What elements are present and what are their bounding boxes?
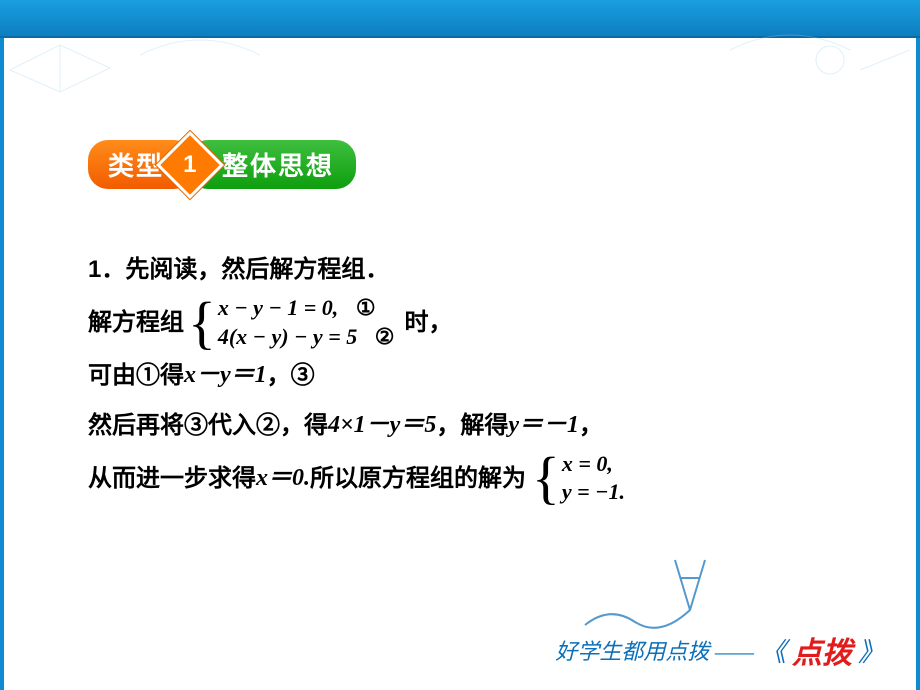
line5-a: 从而进一步求得 (88, 454, 256, 503)
intro-text: 1．先阅读，然后解方程组． (88, 245, 389, 294)
eq2: 4(x − y) − y = 5 ② (218, 323, 395, 352)
footer: 好学生都用点拨 —— 《 点拨 》 (555, 628, 884, 672)
line3-a: 可由①得 (88, 351, 184, 400)
footer-brand: 点拨 (792, 628, 852, 672)
category-header: 类型 1 整体思想 (88, 140, 356, 189)
equation-system: { x − y − 1 = 0, ① 4(x − y) − y = 5 ② (188, 294, 394, 351)
eq1: x − y − 1 = 0, ① (218, 294, 395, 323)
line4-eq: 4×1－y＝5 (328, 401, 436, 450)
eq1-tag: ① (356, 294, 376, 323)
line3-b: ，③ (267, 351, 315, 400)
line5-b: 所以原方程组的解为 (310, 454, 526, 503)
right-border (916, 38, 920, 690)
sol-r2: y = −1. (562, 478, 625, 507)
left-border (0, 38, 4, 690)
line5-eq: x＝0. (256, 454, 310, 503)
sol-r1: x = 0, (562, 450, 625, 479)
system-rows: x − y − 1 = 0, ① 4(x − y) − y = 5 ② (218, 294, 395, 351)
line4-c: ， (579, 401, 603, 450)
solution-brace-icon: { (532, 455, 560, 501)
line3: 可由①得 x－y＝1 ，③ (88, 351, 848, 400)
left-brace-icon: { (188, 300, 216, 346)
line4-a: 然后再将③代入②，得 (88, 401, 328, 450)
eq2-lhs: 4(x − y) − y = 5 (218, 324, 357, 349)
line4: 然后再将③代入②，得 4×1－y＝5 ，解得 y＝－1 ， (88, 401, 848, 450)
pen-doodle-icon (580, 550, 720, 640)
footer-text: 好学生都用点拨 —— (555, 634, 754, 666)
top-bar (0, 0, 920, 38)
line4-eq2: y＝－1 (508, 401, 579, 450)
footer-open-bracket: 《 (760, 632, 786, 669)
solution-rows: x = 0, y = −1. (562, 450, 625, 507)
line4-b: ，解得 (436, 401, 508, 450)
solution-system: { x = 0, y = −1. (532, 450, 625, 507)
line3-eq: x－y＝1 (184, 351, 267, 400)
after-system: 时， (404, 298, 452, 347)
line5: 从而进一步求得 x＝0. 所以原方程组的解为 { x = 0, y = −1. (88, 450, 848, 507)
footer-close-bracket: 》 (858, 632, 884, 669)
problem-body: 1．先阅读，然后解方程组． 解方程组 { x − y − 1 = 0, ① 4(… (88, 245, 848, 507)
system-line: 解方程组 { x − y − 1 = 0, ① 4(x − y) − y = 5… (88, 294, 848, 351)
eq2-tag: ② (375, 323, 395, 352)
lead-text: 解方程组 (88, 298, 184, 347)
category-number: 1 (183, 150, 196, 178)
intro-line: 1．先阅读，然后解方程组． (88, 245, 848, 294)
eq1-lhs: x − y − 1 = 0, (218, 295, 338, 320)
